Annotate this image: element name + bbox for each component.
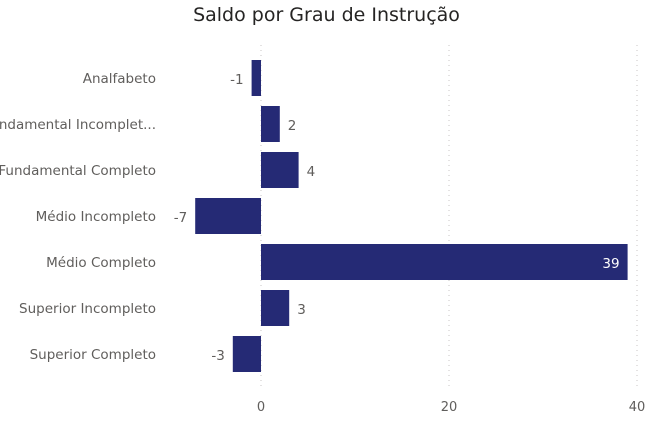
x-tick-label: 0 — [257, 400, 265, 415]
x-tick-label: 40 — [629, 400, 646, 415]
bar — [195, 198, 261, 234]
bars-layer — [195, 60, 628, 372]
data-label: -7 — [174, 210, 187, 226]
data-label: 4 — [307, 164, 316, 180]
bar — [261, 244, 628, 280]
chart-title: Saldo por Grau de Instrução — [193, 4, 460, 26]
bar — [261, 106, 280, 142]
category-label: Fundamental Completo — [0, 163, 156, 179]
data-label: -3 — [211, 348, 224, 364]
bar — [251, 60, 261, 96]
category-label: Superior Completo — [30, 347, 156, 363]
grid-layer — [260, 45, 638, 388]
bar — [261, 290, 290, 326]
labels-layer: 0 20 40 Analfabeto -1 Fundamental Incomplet..… — [0, 71, 645, 415]
bar — [261, 152, 299, 188]
bar — [232, 336, 261, 372]
data-label: 3 — [297, 302, 306, 318]
data-label: -1 — [230, 72, 243, 88]
x-tick-label: 20 — [441, 400, 458, 415]
data-label: 39 — [602, 256, 619, 272]
category-label: Médio Completo — [46, 255, 156, 271]
data-label: 2 — [288, 118, 297, 134]
category-label: Fundamental Incomplet... — [0, 117, 156, 133]
category-label: Médio Incompleto — [36, 209, 156, 225]
category-label: Superior Incompleto — [19, 301, 156, 317]
category-label: Analfabeto — [83, 71, 156, 87]
